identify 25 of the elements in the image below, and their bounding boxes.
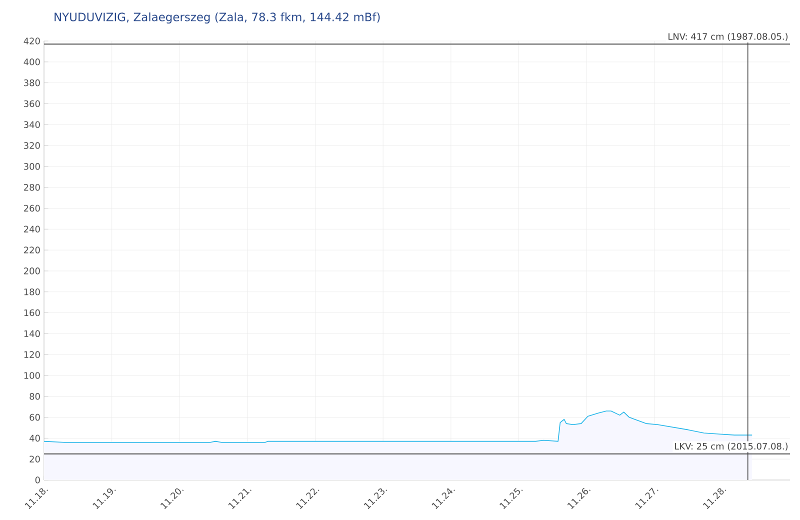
y-tick-label: 320 [24,142,40,149]
y-tick-label: 180 [24,288,40,296]
y-tick-label: 220 [24,246,40,254]
y-tick-label: 280 [24,184,40,191]
ref-line-label: LNV: 417 cm (1987.08.05.) [668,32,788,41]
y-tick-label: 260 [24,204,40,212]
y-tick-label: 420 [24,38,40,44]
y-tick-label: 300 [24,163,40,170]
y-tick-label: 40 [30,434,40,442]
y-tick-label: 380 [24,79,40,86]
y-tick-label: 140 [24,330,40,338]
ref-line-label: LKV: 25 cm (2015.07.08.) [675,442,788,451]
y-tick-label: 400 [24,58,40,66]
y-tick-label: 20 [30,456,40,462]
y-tick-label: 100 [24,372,40,379]
chart-title: NYUDUVIZIG, Zalaegerszeg (Zala, 78.3 fkm, 144.42 mBf) [54,12,380,24]
y-tick-label: 60 [30,414,40,421]
y-tick-label: 360 [24,100,40,108]
y-tick-label: 120 [24,351,40,358]
y-tick-label: 80 [30,392,40,400]
y-tick-label: 0 [35,476,40,484]
y-tick-label: 240 [24,226,40,233]
y-tick-label: 160 [24,309,40,316]
y-tick-label: 340 [24,121,40,128]
y-tick-label: 200 [24,268,40,274]
